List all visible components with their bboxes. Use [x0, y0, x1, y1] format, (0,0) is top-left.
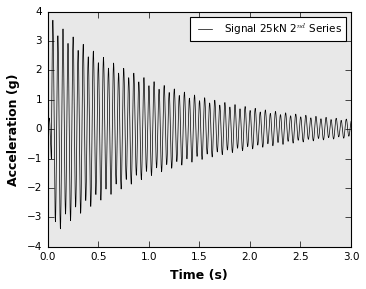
Legend: Signal 25kN 2$^{nd}$ Series: Signal 25kN 2$^{nd}$ Series	[190, 17, 346, 41]
Line: Signal 25kN 2$^{nd}$ Series: Signal 25kN 2$^{nd}$ Series	[48, 20, 351, 229]
Signal 25kN 2$^{nd}$ Series	[61, 49, 66, 53]
Signal 25kN 2$^{nd}$ Series	[51, 18, 55, 22]
Signal 25kN 2$^{nd}$ Series	[124, 177, 128, 181]
Signal 25kN 2$^{nd}$ Series	[205, 152, 209, 155]
X-axis label: Time (s): Time (s)	[171, 269, 228, 282]
Signal 25kN 2$^{nd}$ Series	[90, 77, 95, 81]
Signal 25kN 2$^{nd}$ Series	[230, 150, 234, 153]
Signal 25kN 2$^{nd}$ Series	[201, 140, 205, 143]
Signal 25kN 2$^{nd}$ Series	[58, 227, 63, 231]
Y-axis label: Acceleration (g): Acceleration (g)	[7, 73, 20, 186]
Signal 25kN 2$^{nd}$ Series	[45, 127, 50, 131]
Signal 25kN 2$^{nd}$ Series	[349, 120, 353, 123]
